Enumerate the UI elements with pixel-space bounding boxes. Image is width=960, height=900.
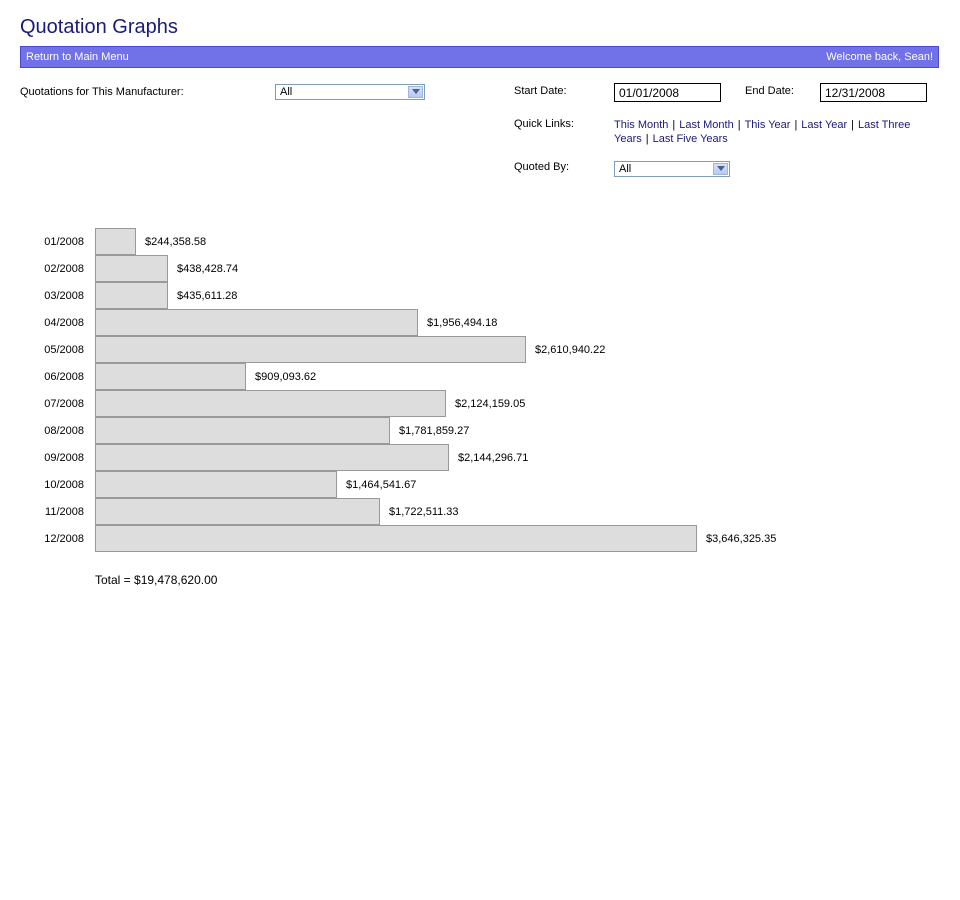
quoted-by-label: Quoted By: bbox=[514, 161, 570, 173]
start-date-input[interactable]: 01/01/2008 bbox=[614, 83, 721, 102]
category-label: 08/2008 bbox=[44, 425, 84, 437]
nav-bar: Return to Main Menu Welcome back, Sean! bbox=[20, 46, 939, 68]
welcome-message: Welcome back, Sean! bbox=[826, 51, 933, 63]
bar-value-label: $2,610,940.22 bbox=[535, 344, 605, 356]
bar-value-label: $909,093.62 bbox=[255, 371, 316, 383]
bar bbox=[95, 417, 390, 444]
quick-link-this-month[interactable]: This Month bbox=[614, 119, 669, 131]
category-label: 04/2008 bbox=[44, 317, 84, 329]
chevron-down-icon[interactable] bbox=[713, 163, 728, 175]
quick-links-label: Quick Links: bbox=[514, 118, 574, 130]
end-date-input[interactable]: 12/31/2008 bbox=[820, 83, 927, 102]
quick-links: This Month | Last Month | This Year | Last Yea… bbox=[614, 119, 911, 145]
bar bbox=[95, 498, 380, 525]
quoted-by-select[interactable]: All bbox=[614, 161, 730, 177]
return-to-main-menu-link[interactable]: Return to Main Menu bbox=[26, 51, 129, 63]
category-label: 02/2008 bbox=[44, 263, 84, 275]
bar bbox=[95, 471, 337, 498]
bar-value-label: $1,464,541.67 bbox=[346, 479, 416, 491]
bar bbox=[95, 363, 246, 390]
category-label: 11/2008 bbox=[45, 506, 84, 518]
chevron-down-icon[interactable] bbox=[408, 86, 423, 98]
bar bbox=[95, 228, 136, 255]
quick-link-last-three-years[interactable]: Last Three Years bbox=[614, 119, 911, 145]
bar-value-label: $1,722,511.33 bbox=[389, 506, 459, 518]
category-label: 12/2008 bbox=[44, 533, 84, 545]
quick-link-last-month[interactable]: Last Month bbox=[679, 119, 734, 131]
bar bbox=[95, 309, 418, 336]
category-label: 05/2008 bbox=[44, 344, 84, 356]
bar bbox=[95, 444, 449, 471]
bar-value-label: $2,124,159.05 bbox=[455, 398, 525, 410]
quick-link-last-year[interactable]: Last Year bbox=[801, 119, 848, 131]
bar-value-label: $3,646,325.35 bbox=[706, 533, 776, 545]
bar-value-label: $2,144,296.71 bbox=[458, 452, 528, 464]
manufacturer-label: Quotations for This Manufacturer: bbox=[20, 86, 184, 98]
manufacturer-select[interactable]: All bbox=[275, 84, 425, 100]
quoted-by-select-value: All bbox=[619, 163, 632, 175]
category-label: 09/2008 bbox=[44, 452, 84, 464]
category-label: 06/2008 bbox=[44, 371, 84, 383]
quick-link-last-five-years[interactable]: Last Five Years bbox=[652, 133, 728, 145]
bar bbox=[95, 282, 168, 309]
bar-value-label: $438,428.74 bbox=[177, 263, 238, 275]
bar bbox=[95, 336, 526, 363]
category-label: 03/2008 bbox=[44, 290, 84, 302]
bar-value-label: $435,611.28 bbox=[177, 290, 237, 302]
bar bbox=[95, 390, 446, 417]
category-label: 01/2008 bbox=[44, 236, 84, 248]
bar bbox=[95, 255, 168, 282]
page-title: Quotation Graphs bbox=[20, 16, 178, 38]
start-date-label: Start Date: bbox=[514, 85, 567, 97]
bar-value-label: $1,781,859.27 bbox=[399, 425, 469, 437]
manufacturer-select-value: All bbox=[280, 86, 293, 98]
bar-value-label: $244,358.58 bbox=[145, 236, 206, 248]
bar bbox=[95, 525, 697, 552]
end-date-label: End Date: bbox=[745, 85, 794, 97]
monthly-quotation-bar-chart: 01/2008 $244,358.58 02/2008 $438,428.74 03/2… bbox=[44, 228, 776, 552]
category-label: 07/2008 bbox=[44, 398, 84, 410]
bar-value-label: $1,956,494.18 bbox=[427, 317, 497, 329]
total-amount: Total = $19,478,620.00 bbox=[95, 573, 218, 587]
quick-link-this-year[interactable]: This Year bbox=[744, 119, 791, 131]
category-label: 10/2008 bbox=[44, 479, 84, 491]
